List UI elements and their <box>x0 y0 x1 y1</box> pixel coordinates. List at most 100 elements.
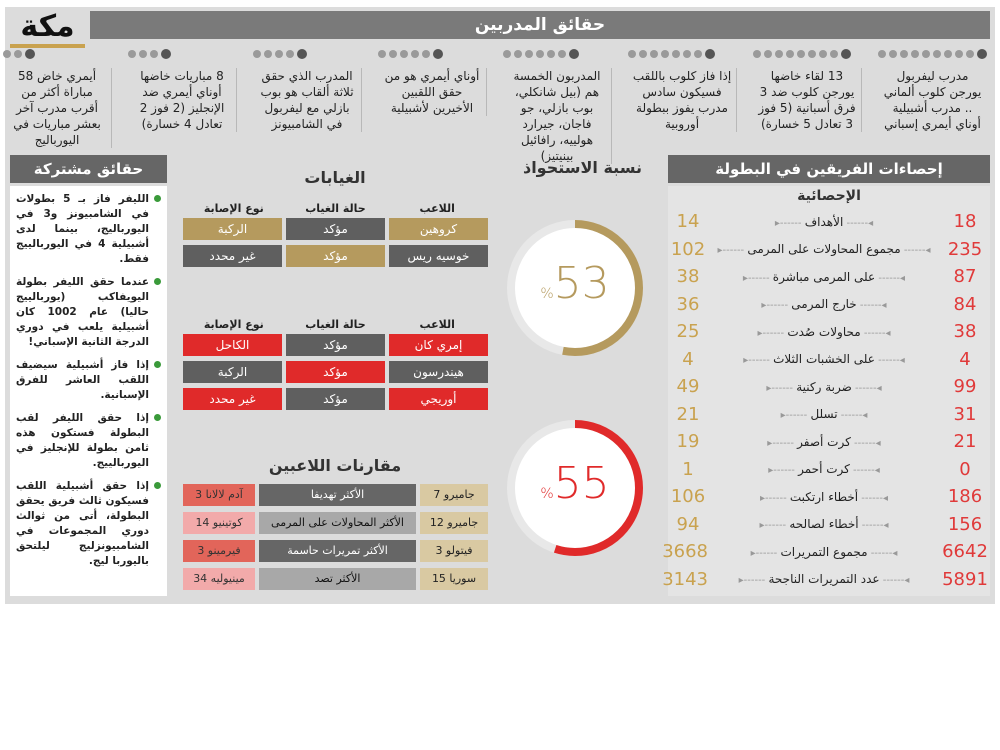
status-cell: مؤكد <box>286 334 385 356</box>
coach-fact: المدربون الخمسة هم (بيل شانكلي، بوب بازل… <box>495 46 620 164</box>
stat-value-left: 102 <box>670 238 706 260</box>
bullet-icon <box>154 278 161 285</box>
arrow-icon: ◂‑‑‑‑‑‑ <box>879 575 911 587</box>
arrow-icon: ‑‑‑‑‑‑▸ <box>767 437 798 449</box>
absences-header: اللاعب حالة الغياب نوع الإصابة <box>183 202 488 218</box>
stats-row: 4 ◂‑‑‑‑‑‑ على الخشبات الثلاث ‑‑‑‑‑‑▸ 4 <box>668 346 990 374</box>
gauge-value: %55 <box>540 458 610 509</box>
shared-fact-text: إذا فاز أشبيلية سيضيف اللقب العاشر للفرق… <box>16 359 149 401</box>
stats-row: 84 ◂‑‑‑‑‑‑ خارج المرمى ‑‑‑‑‑‑▸ 36 <box>668 291 990 319</box>
coach-fact-text: 8 مباريات خاضها أوناي أيمري ضد الإنجليز … <box>128 68 237 132</box>
absences-header: اللاعب حالة الغياب نوع الإصابة <box>183 318 488 334</box>
coach-fact: مدرب ليفربول يورجن كلوب ألماني .. مدرب أ… <box>870 46 995 146</box>
coach-fact-text: المدربون الخمسة هم (بيل شانكلي، بوب بازل… <box>503 68 612 164</box>
dot-icon <box>808 50 816 58</box>
arrow-icon: ‑‑‑‑‑‑▸ <box>760 492 790 504</box>
stat-label-text: خارج المرمى <box>791 297 857 312</box>
dot-icon <box>389 50 397 58</box>
bullet-icon <box>154 482 161 489</box>
dot-icon <box>275 50 283 58</box>
comparison-row: سوريا 15 الأكثر تصد مينيوليه 34 <box>183 568 488 590</box>
comparisons-table: جاميرو 7 الأكثر تهديفا آدم لالانا 3 جاميرو … <box>183 484 488 596</box>
dot-icon <box>514 50 522 58</box>
dot-icon <box>525 50 533 58</box>
stat-label: ◂‑‑‑‑‑‑ الأهداف ‑‑‑‑‑‑▸ <box>708 215 940 229</box>
dot-icon <box>944 50 952 58</box>
stat-label: ◂‑‑‑‑‑‑ أخطاء لصالحه ‑‑‑‑‑‑▸ <box>708 517 940 531</box>
absence-row: إمري كان مؤكد الكاحل <box>183 334 488 356</box>
injury-cell: غير محدد <box>183 388 282 410</box>
coach-facts-row: مدرب ليفربول يورجن كلوب ألماني .. مدرب أ… <box>3 46 995 164</box>
stat-value-left: 3143 <box>662 568 708 590</box>
dot-icon <box>650 50 658 58</box>
comparison-left: مينيوليه 34 <box>183 568 255 590</box>
arrow-icon: ◂‑‑‑‑‑‑ <box>837 410 869 422</box>
header-injury: نوع الإصابة <box>203 202 264 215</box>
comparison-metric: الأكثر تهديفا <box>259 484 416 506</box>
comparison-left: كوتينيو 14 <box>183 512 255 534</box>
dot-icon <box>672 50 680 58</box>
dot-icon <box>753 50 761 58</box>
arrow-icon: ‑‑‑‑‑‑▸ <box>750 547 781 559</box>
comparison-right: سوريا 15 <box>420 568 488 590</box>
dot-icon <box>705 49 715 59</box>
dot-icon <box>841 49 851 59</box>
dot-icon <box>911 50 919 58</box>
stat-label-text: الأهداف <box>804 214 844 229</box>
comparison-right: جاميرو 12 <box>420 512 488 534</box>
arrow-icon: ‑‑‑‑‑‑▸ <box>780 410 811 422</box>
status-cell: مؤكد <box>286 245 385 267</box>
arrow-icon: ‑‑‑‑‑‑▸ <box>766 382 797 394</box>
gauge-ring <box>507 220 643 356</box>
progress-dots <box>253 49 362 60</box>
dot-icon <box>150 50 158 58</box>
possession-gauge-red: %55 <box>505 418 645 558</box>
shared-fact-item: إذا فاز أشبيلية سيضيف اللقب العاشر للفرق… <box>16 358 161 403</box>
dot-icon <box>411 50 419 58</box>
stat-label-text: كرت أحمر <box>798 462 850 477</box>
arrow-icon: ◂‑‑‑‑‑‑ <box>867 547 899 559</box>
gauge-value: %53 <box>540 258 610 309</box>
progress-dots <box>753 49 862 60</box>
stat-value-right: 18 <box>953 211 977 233</box>
gauge-ring <box>507 420 643 556</box>
header-status: حالة الغياب <box>305 318 366 331</box>
comparison-right: فيتولو 3 <box>420 540 488 562</box>
arrow-icon: ◂‑‑‑‑‑‑ <box>851 382 883 394</box>
absence-row: كروهين مؤكد الركبة <box>183 218 488 240</box>
shared-facts-panel: الليفر فاز بـ 5 بطولات في الشامبيونز و3 … <box>10 186 167 596</box>
dot-icon <box>933 50 941 58</box>
header-player: اللاعب <box>419 318 455 331</box>
bullet-icon <box>154 195 161 202</box>
stat-label: ◂‑‑‑‑‑‑ مجموع التمريرات ‑‑‑‑‑‑▸ <box>708 545 940 559</box>
logo-text: مكة <box>20 9 76 44</box>
stat-value-left: 3668 <box>662 541 708 563</box>
shared-fact-text: عندما حقق الليفر بطولة اليويفاكب (يوربال… <box>16 276 149 348</box>
dot-icon <box>264 50 272 58</box>
arrow-icon: ◂‑‑‑‑‑‑ <box>860 327 892 339</box>
stat-value-right: 84 <box>953 293 977 315</box>
comparisons-title: مقارنات اللاعبين <box>268 456 402 475</box>
shared-fact-text: الليفر فاز بـ 5 بطولات في الشامبيونز و3 … <box>16 193 149 265</box>
stat-value-left: 106 <box>670 486 706 508</box>
stat-value-right: 186 <box>947 486 983 508</box>
dot-icon <box>889 50 897 58</box>
arrow-icon: ‑‑‑‑‑‑▸ <box>742 272 773 284</box>
coach-fact-text: أيمري خاض 58 مباراة أكثر من أقرب مدرب آخ… <box>3 68 112 148</box>
dot-icon <box>297 49 307 59</box>
stats-row: 156 ◂‑‑‑‑‑‑ أخطاء لصالحه ‑‑‑‑‑‑▸ 94 <box>668 511 990 539</box>
comparison-row: فيتولو 3 الأكثر تمريرات حاسمة فيرمينو 3 <box>183 540 488 562</box>
coach-fact: 8 مباريات خاضها أوناي أيمري ضد الإنجليز … <box>120 46 245 146</box>
arrow-icon: ◂‑‑‑‑‑‑ <box>843 217 874 229</box>
stat-label: ◂‑‑‑‑‑‑ كرت أصفر ‑‑‑‑‑‑▸ <box>708 435 940 449</box>
dot-icon <box>775 50 783 58</box>
arrow-icon: ◂‑‑‑‑‑‑ <box>900 245 932 257</box>
dot-icon <box>966 50 974 58</box>
stats-panel: الإحصائية 18 ◂‑‑‑‑‑‑ الأهداف ‑‑‑‑‑‑▸ 14 235… <box>662 186 990 596</box>
comparison-right: جاميرو 7 <box>420 484 488 506</box>
dot-icon <box>977 49 987 59</box>
comparison-metric: الأكثر المحاولات على المرمى <box>259 512 416 534</box>
stat-label-text: مجموع التمريرات <box>780 544 868 559</box>
stat-value-right: 87 <box>953 266 977 288</box>
coach-fact: 13 لقاء خاضها يورجن كلوب ضد 3 فرق أسباني… <box>745 46 870 146</box>
